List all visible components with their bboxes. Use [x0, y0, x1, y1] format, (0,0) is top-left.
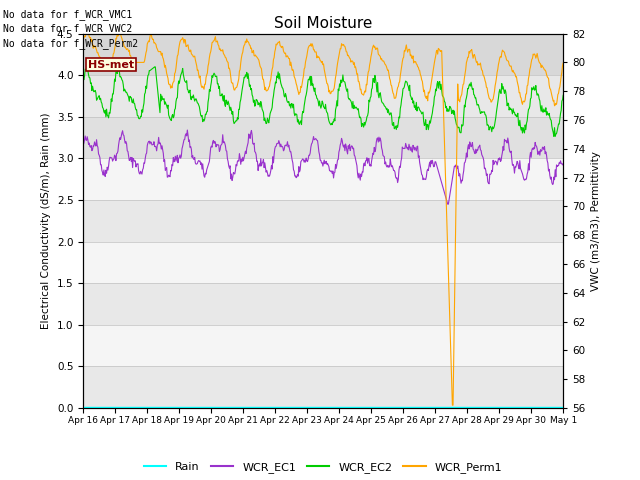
- Bar: [83, 366, 563, 408]
- Y-axis label: VWC (m3/m3), Permittivity: VWC (m3/m3), Permittivity: [591, 151, 601, 291]
- Bar: [83, 158, 563, 200]
- Text: No data for f_WCR_VWC2: No data for f_WCR_VWC2: [3, 23, 132, 34]
- Bar: [83, 283, 563, 325]
- Title: Soil Moisture: Soil Moisture: [274, 16, 372, 31]
- Text: No data for f_WCR_Perm2: No data for f_WCR_Perm2: [3, 37, 138, 48]
- Y-axis label: Electrical Conductivity (dS/m), Rain (mm): Electrical Conductivity (dS/m), Rain (mm…: [42, 112, 51, 329]
- Bar: [83, 117, 563, 158]
- Bar: [83, 241, 563, 283]
- Legend: Rain, WCR_EC1, WCR_EC2, WCR_Perm1: Rain, WCR_EC1, WCR_EC2, WCR_Perm1: [140, 457, 507, 477]
- Bar: [83, 75, 563, 117]
- Bar: [83, 34, 563, 75]
- Text: HS-met: HS-met: [88, 60, 134, 70]
- Text: No data for f_WCR_VMC1: No data for f_WCR_VMC1: [3, 9, 132, 20]
- Bar: [83, 325, 563, 366]
- Bar: [83, 200, 563, 241]
